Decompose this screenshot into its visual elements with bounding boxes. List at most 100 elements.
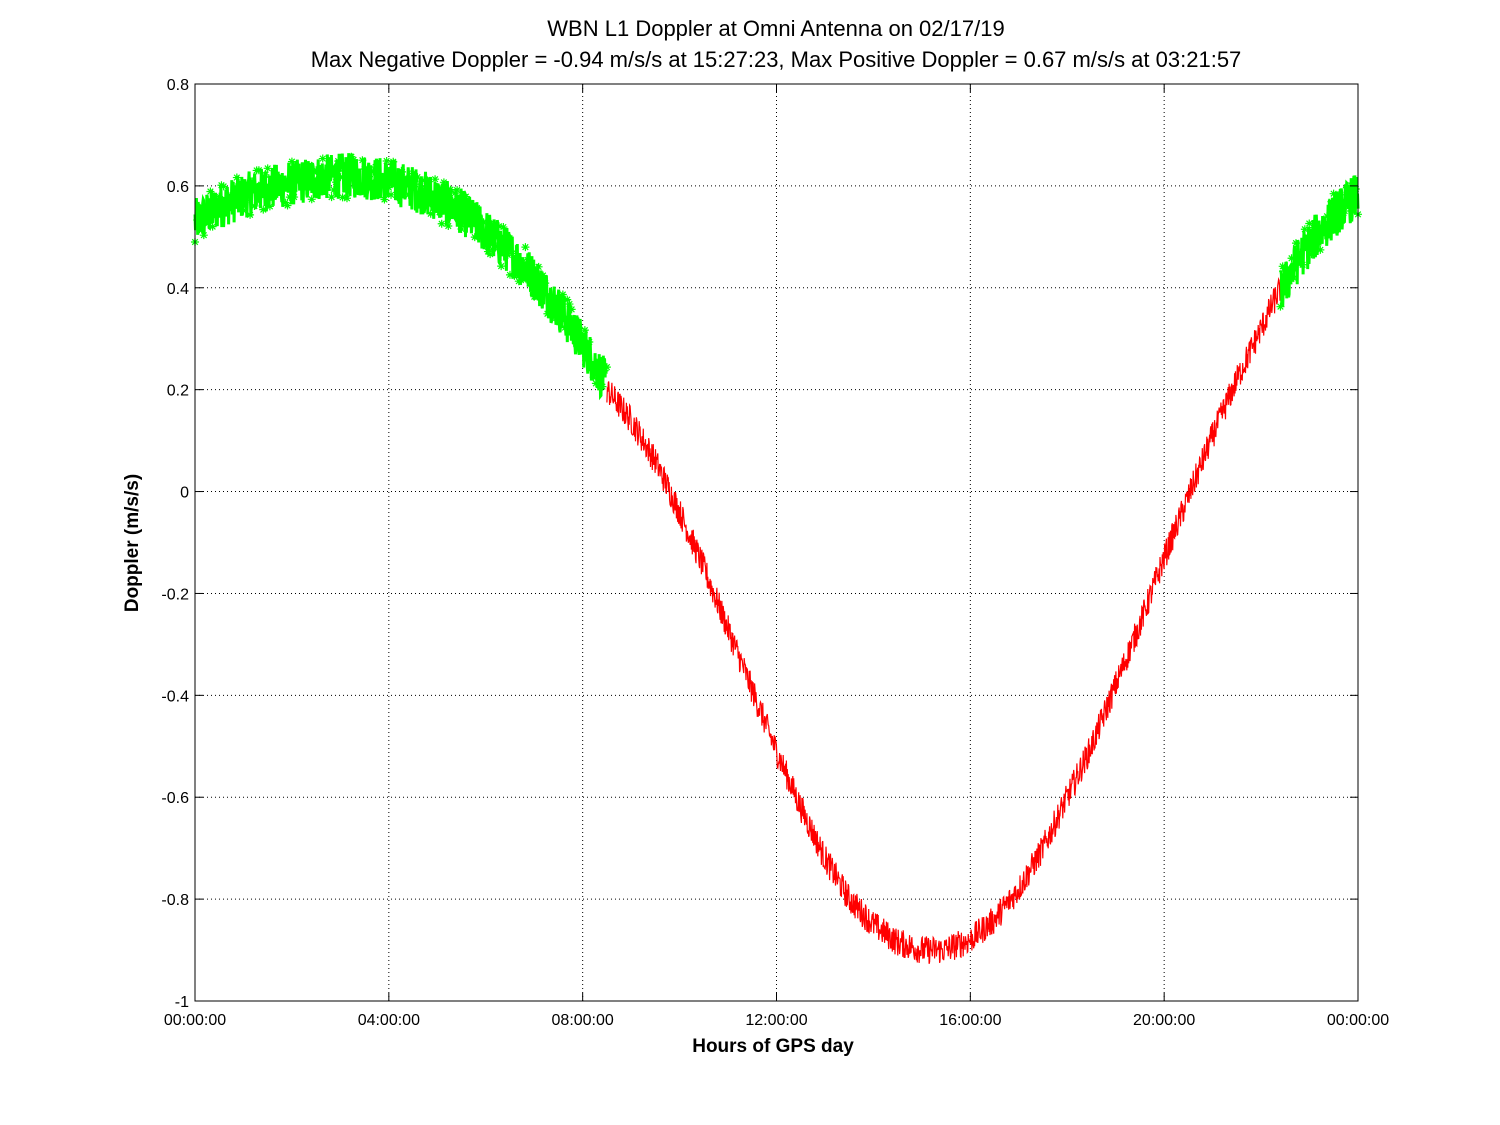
data-point xyxy=(221,207,230,216)
data-point xyxy=(1351,185,1360,194)
data-point xyxy=(371,162,380,171)
data-point xyxy=(367,178,376,187)
data-point xyxy=(316,177,325,186)
data-point xyxy=(426,209,435,218)
data-point xyxy=(446,185,455,194)
data-point xyxy=(380,195,389,204)
data-point xyxy=(525,278,534,287)
data-point xyxy=(261,170,270,179)
y-tick-label: 0.8 xyxy=(167,77,189,94)
data-point xyxy=(1345,191,1354,200)
data-point xyxy=(285,193,294,202)
data-point xyxy=(1303,240,1312,249)
x-tick-label: 20:00:00 xyxy=(1133,1012,1195,1029)
plot-area xyxy=(191,152,1362,964)
data-point xyxy=(1327,197,1336,206)
data-point xyxy=(490,219,499,228)
data-point xyxy=(195,225,204,234)
data-point xyxy=(378,177,387,186)
data-point xyxy=(369,167,378,176)
data-point xyxy=(243,184,252,193)
data-point xyxy=(552,314,561,323)
data-point xyxy=(360,165,369,174)
data-point xyxy=(442,206,451,215)
data-point xyxy=(499,223,508,232)
data-point xyxy=(572,339,581,348)
data-point xyxy=(464,208,473,217)
data-point xyxy=(199,231,208,240)
data-point xyxy=(501,247,510,256)
data-point xyxy=(353,183,362,192)
y-tick-label: -0.6 xyxy=(161,790,189,807)
data-point xyxy=(541,279,550,288)
data-point xyxy=(594,368,603,377)
data-point xyxy=(1285,266,1294,275)
data-point xyxy=(204,219,213,228)
data-point xyxy=(268,181,277,190)
series-trace xyxy=(193,153,609,401)
data-point xyxy=(589,373,598,382)
data-point xyxy=(402,179,411,188)
data-point xyxy=(1291,239,1300,248)
data-point xyxy=(1336,190,1345,199)
data-point xyxy=(393,193,402,202)
x-axis-label: Hours of GPS day xyxy=(692,1036,854,1057)
data-point xyxy=(466,205,475,214)
data-point xyxy=(338,193,347,202)
data-point xyxy=(435,208,444,217)
y-tick-label: -0.4 xyxy=(161,688,189,705)
data-point xyxy=(417,184,426,193)
data-point xyxy=(545,294,554,303)
y-tick-label: -1 xyxy=(175,994,189,1011)
data-point xyxy=(384,183,393,192)
data-point xyxy=(259,205,268,214)
data-point xyxy=(351,172,360,181)
data-point xyxy=(472,203,481,212)
data-point xyxy=(358,156,367,165)
data-point xyxy=(585,337,594,346)
x-tick-label: 04:00:00 xyxy=(358,1012,420,1029)
data-point xyxy=(257,180,266,189)
data-point xyxy=(365,172,374,181)
data-point xyxy=(492,242,501,251)
data-point xyxy=(543,309,552,318)
data-point xyxy=(481,239,490,248)
data-point xyxy=(494,222,503,231)
data-point xyxy=(505,270,514,279)
data-point xyxy=(318,154,327,163)
data-point xyxy=(1276,302,1285,311)
data-point xyxy=(1298,260,1307,269)
data-point xyxy=(314,176,323,185)
data-point xyxy=(479,218,488,227)
y-tick-label: -0.8 xyxy=(161,892,189,909)
data-point xyxy=(298,171,307,180)
series-1 xyxy=(191,152,611,401)
data-point xyxy=(226,203,235,212)
data-point xyxy=(1329,189,1338,198)
data-point xyxy=(461,192,470,201)
chart-title: WBN L1 Doppler at Omni Antenna on 02/17/… xyxy=(547,16,1004,41)
data-point xyxy=(561,323,570,332)
data-point xyxy=(342,194,351,203)
data-point xyxy=(327,193,336,202)
data-point xyxy=(439,178,448,187)
data-point xyxy=(290,193,299,202)
data-point xyxy=(336,173,345,182)
data-point xyxy=(1305,219,1314,228)
data-point xyxy=(279,181,288,190)
data-point xyxy=(516,276,525,285)
data-point xyxy=(488,245,497,254)
data-point xyxy=(510,271,519,280)
data-point xyxy=(237,197,246,206)
data-point xyxy=(453,186,462,195)
data-point xyxy=(1331,226,1340,235)
data-point xyxy=(437,219,446,228)
data-point xyxy=(250,201,259,210)
data-point xyxy=(598,382,607,391)
data-point xyxy=(558,290,567,299)
data-point xyxy=(241,196,250,205)
data-point xyxy=(1289,274,1298,283)
x-tick-label: 12:00:00 xyxy=(745,1012,807,1029)
data-point xyxy=(1296,248,1305,257)
